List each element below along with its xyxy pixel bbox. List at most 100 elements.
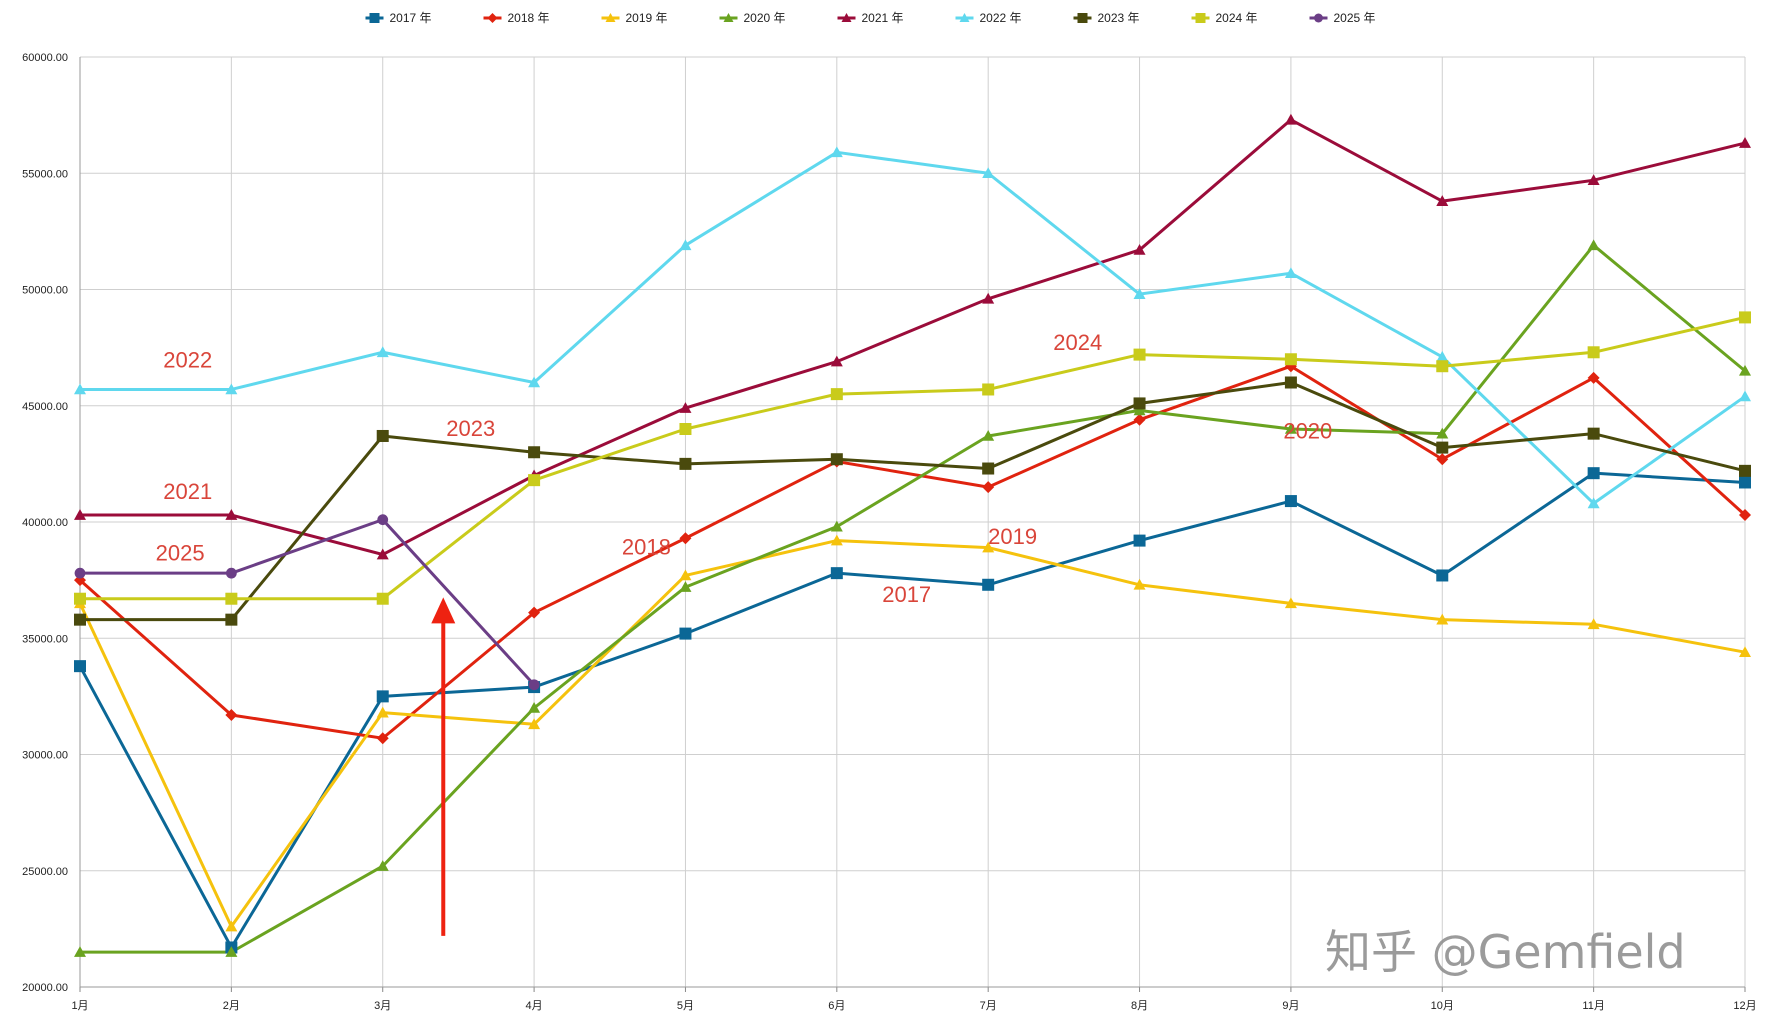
data-point: [225, 567, 237, 579]
data-point: [830, 146, 843, 158]
data-point: [679, 569, 692, 581]
series-markers: [74, 113, 1751, 957]
legend-label: 2018 年: [508, 11, 550, 25]
x-tick-label: 2月: [223, 1000, 240, 1012]
data-point: [1739, 476, 1751, 489]
data-point: [1133, 404, 1146, 416]
data-point: [830, 453, 843, 466]
data-point: [982, 429, 995, 441]
data-point: [982, 167, 995, 179]
y-tick-label: 40000.00: [22, 517, 68, 529]
legend-swatch-marker: [841, 13, 852, 22]
data-point: [528, 606, 541, 619]
data-point: [679, 627, 692, 640]
x-tick-label: 5月: [677, 1000, 694, 1012]
annotation-label: 2019: [988, 524, 1037, 549]
legend-swatch-marker: [1195, 13, 1206, 23]
data-point: [1284, 267, 1297, 279]
data-point: [1587, 371, 1600, 384]
data-point: [74, 946, 86, 957]
y-tick-label: 30000.00: [22, 750, 68, 762]
data-point: [74, 592, 86, 605]
legend-swatch-marker: [1077, 13, 1088, 23]
data-point: [830, 388, 843, 401]
annotations: 2022 2021 2025 2023 2018 2017 2019 2024 2020: [156, 330, 1332, 936]
annotation-label: 2024: [1053, 330, 1102, 355]
series-line-9: [80, 518, 536, 686]
data-point: [1284, 113, 1297, 125]
x-tick-label: 10月: [1431, 1000, 1454, 1012]
data-point: [679, 581, 692, 592]
x-tick-label: 4月: [526, 1000, 543, 1012]
x-tick-label: 6月: [828, 1000, 845, 1012]
legend: 2017 年 2018 年 2019 年 2020 年 2021 年 2022 年 2023…: [365, 11, 1376, 25]
data-point: [1436, 360, 1449, 373]
data-point: [982, 383, 995, 396]
data-point: [528, 718, 541, 730]
series-line-3: [78, 539, 1746, 929]
data-point: [1587, 346, 1600, 359]
data-point: [74, 383, 86, 395]
data-point: [528, 446, 541, 459]
data-point: [376, 690, 389, 703]
series-line-2: [79, 364, 1747, 740]
data-point: [1284, 423, 1297, 434]
data-point: [377, 514, 389, 526]
x-tick-label: 11月: [1582, 1000, 1604, 1012]
data-point: [1436, 195, 1449, 206]
legend-swatch-marker: [959, 13, 970, 22]
data-point: [982, 462, 995, 475]
data-point: [1436, 569, 1449, 582]
data-point: [1739, 364, 1751, 376]
data-point: [376, 548, 389, 560]
y-tick-label: 25000.00: [22, 866, 68, 878]
series-line-6: [80, 150, 1746, 505]
annotation-label: 2022: [163, 347, 212, 372]
data-point: [74, 509, 86, 520]
data-point: [830, 520, 843, 532]
series-line-8: [80, 315, 1746, 601]
data-point: [1133, 243, 1146, 255]
data-point: [679, 532, 692, 545]
data-point: [528, 679, 540, 691]
x-tick-label: 3月: [374, 1000, 391, 1012]
x-tick-label: 9月: [1282, 1000, 1299, 1012]
data-point: [679, 239, 692, 251]
data-point: [1739, 137, 1751, 148]
data-point: [1436, 427, 1449, 439]
data-point: [1739, 390, 1751, 402]
data-point: [1436, 350, 1449, 362]
data-point: [528, 702, 541, 713]
data-point: [1587, 239, 1600, 251]
data-point: [1739, 646, 1751, 657]
data-point: [830, 355, 843, 367]
data-point: [528, 474, 541, 487]
data-point: [679, 423, 692, 435]
series-lines: [78, 118, 1747, 954]
x-tick-label: 1月: [71, 1000, 88, 1012]
data-point: [376, 732, 389, 745]
data-point: [225, 613, 238, 626]
legend-label: 2020 年: [744, 11, 786, 25]
data-point: [830, 534, 843, 546]
annotation-label: 2021: [163, 479, 212, 504]
arrow-head: [431, 597, 456, 624]
data-point: [1587, 618, 1600, 630]
data-point: [982, 292, 995, 304]
data-point: [376, 706, 389, 718]
legend-label: 2025 年: [1334, 11, 1376, 25]
data-point: [1739, 509, 1751, 522]
data-point: [1133, 397, 1146, 410]
data-point: [1739, 464, 1751, 477]
annotation-label: 2018: [622, 535, 671, 560]
data-point: [982, 481, 995, 494]
y-tick-label: 55000.00: [22, 168, 68, 180]
legend-swatch-marker: [723, 13, 734, 22]
data-point: [74, 613, 86, 626]
data-point: [376, 860, 389, 871]
data-point: [1587, 467, 1600, 480]
data-point: [1587, 497, 1600, 509]
data-point: [225, 920, 238, 932]
